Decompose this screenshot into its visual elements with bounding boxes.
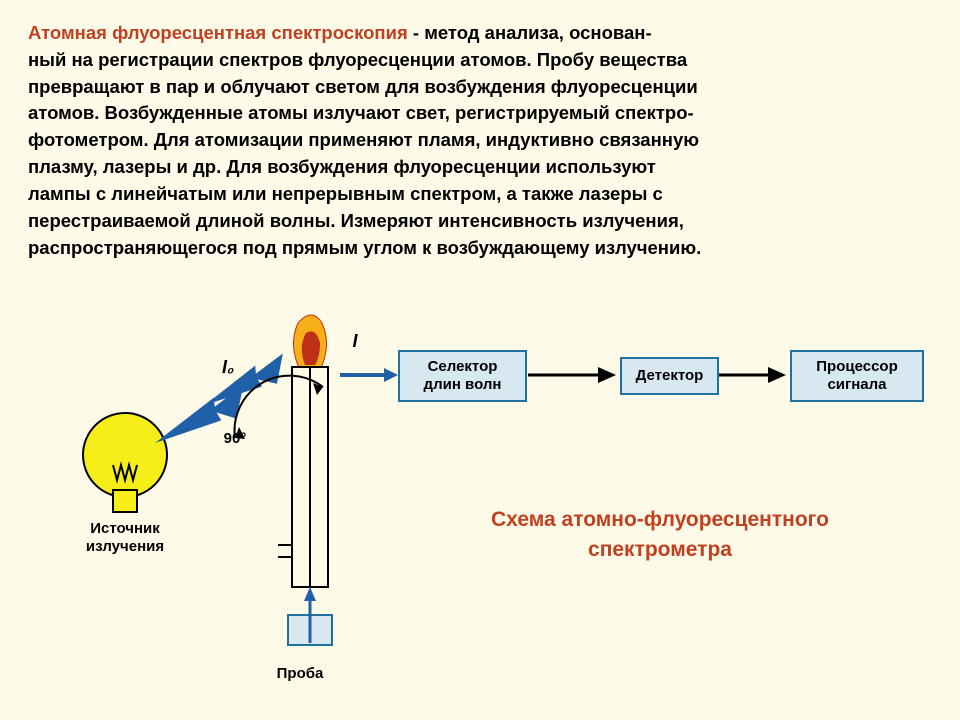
spectrometer-diagram: Схема атомно-флуоресцентногоспектрометра… [0, 315, 960, 715]
diagram-title: Схема атомно-флуоресцентногоспектрометра [450, 505, 870, 566]
angle-arc-icon [225, 383, 335, 473]
label-i0: I₀ [213, 357, 243, 379]
arrow-sel-det-icon [528, 363, 618, 387]
label-source: Источникизлучения [65, 520, 185, 556]
intro-body: - метод анализа, основан-ный на регистра… [28, 22, 701, 258]
box-processor: Процессорсигнала [790, 350, 924, 402]
i-arrow-icon [340, 365, 400, 385]
arrow-det-proc-icon [718, 363, 788, 387]
intro-paragraph: Атомная флуоресцентная спектроскопия - м… [28, 20, 933, 261]
box-detector: Детектор [620, 357, 719, 395]
label-angle: 90° [210, 430, 260, 448]
box-selector: Селектордлин волн [398, 350, 527, 402]
label-sample: Проба [260, 665, 340, 683]
label-i: I [345, 331, 365, 353]
burner-icon [270, 315, 350, 655]
intro-highlight: Атомная флуоресцентная спектроскопия [28, 22, 408, 43]
